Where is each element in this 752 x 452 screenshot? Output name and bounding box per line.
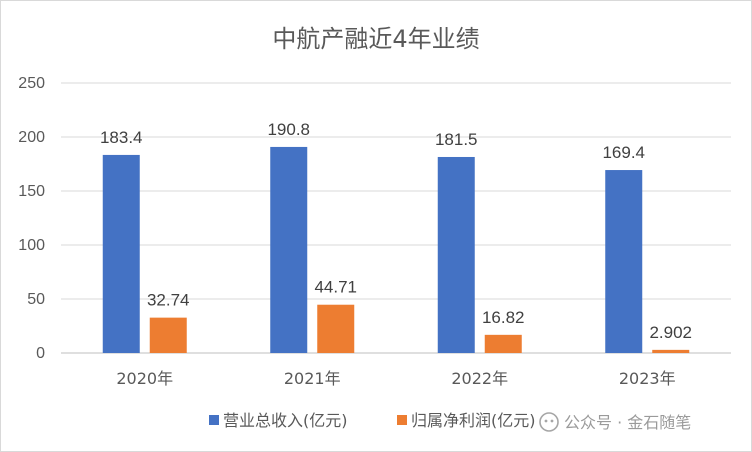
data-labels: 183.4 32.74 190.8 44.71 181.5 16.82 169.4 2.902 — [100, 120, 692, 342]
y-tick-label: 200 — [18, 129, 45, 146]
legend: 营业总收入(亿元) 归属净利润(亿元) — [209, 411, 536, 430]
y-axis-ticks: 0 50 100 150 200 250 — [18, 75, 45, 362]
x-axis-categories: 2020年 2021年 2022年 2023年 — [116, 369, 675, 388]
y-tick-label: 100 — [18, 237, 45, 254]
bar-net-profit — [149, 317, 187, 353]
legend-label: 营业总收入(亿元) — [223, 411, 348, 430]
x-category-label: 2022年 — [451, 369, 508, 388]
x-category-label: 2020年 — [116, 369, 173, 388]
chart-title: 中航产融近4年业绩 — [272, 25, 479, 53]
y-tick-label: 250 — [18, 75, 45, 92]
data-label: 183.4 — [100, 128, 143, 147]
bar-revenue — [102, 154, 140, 353]
x-category-label: 2021年 — [284, 369, 341, 388]
data-label: 44.71 — [314, 278, 357, 297]
legend-label: 归属净利润(亿元) — [411, 411, 536, 430]
data-label: 169.4 — [602, 143, 645, 162]
bar-net-profit — [317, 304, 355, 353]
bar-revenue — [437, 156, 475, 353]
y-tick-label: 0 — [36, 345, 45, 362]
bar-revenue — [270, 146, 308, 353]
bar-net-profit — [652, 349, 690, 353]
watermark: 公众号 · 金石随笔 — [539, 412, 691, 432]
watermark-text: 公众号 · 金石随笔 — [564, 413, 691, 432]
y-tick-label: 50 — [27, 291, 45, 308]
bar-revenue — [605, 170, 643, 353]
data-label: 32.74 — [147, 291, 190, 310]
wechat-public-account-icon — [539, 412, 559, 432]
data-label: 16.82 — [482, 308, 525, 327]
data-label: 181.5 — [435, 130, 478, 149]
x-category-label: 2023年 — [619, 369, 676, 388]
bar-net-profit — [484, 334, 522, 353]
legend-swatch — [397, 415, 407, 425]
data-label: 190.8 — [267, 120, 310, 139]
bars — [102, 146, 690, 353]
y-tick-label: 150 — [18, 183, 45, 200]
data-label: 2.902 — [649, 323, 692, 342]
legend-swatch — [209, 415, 219, 425]
